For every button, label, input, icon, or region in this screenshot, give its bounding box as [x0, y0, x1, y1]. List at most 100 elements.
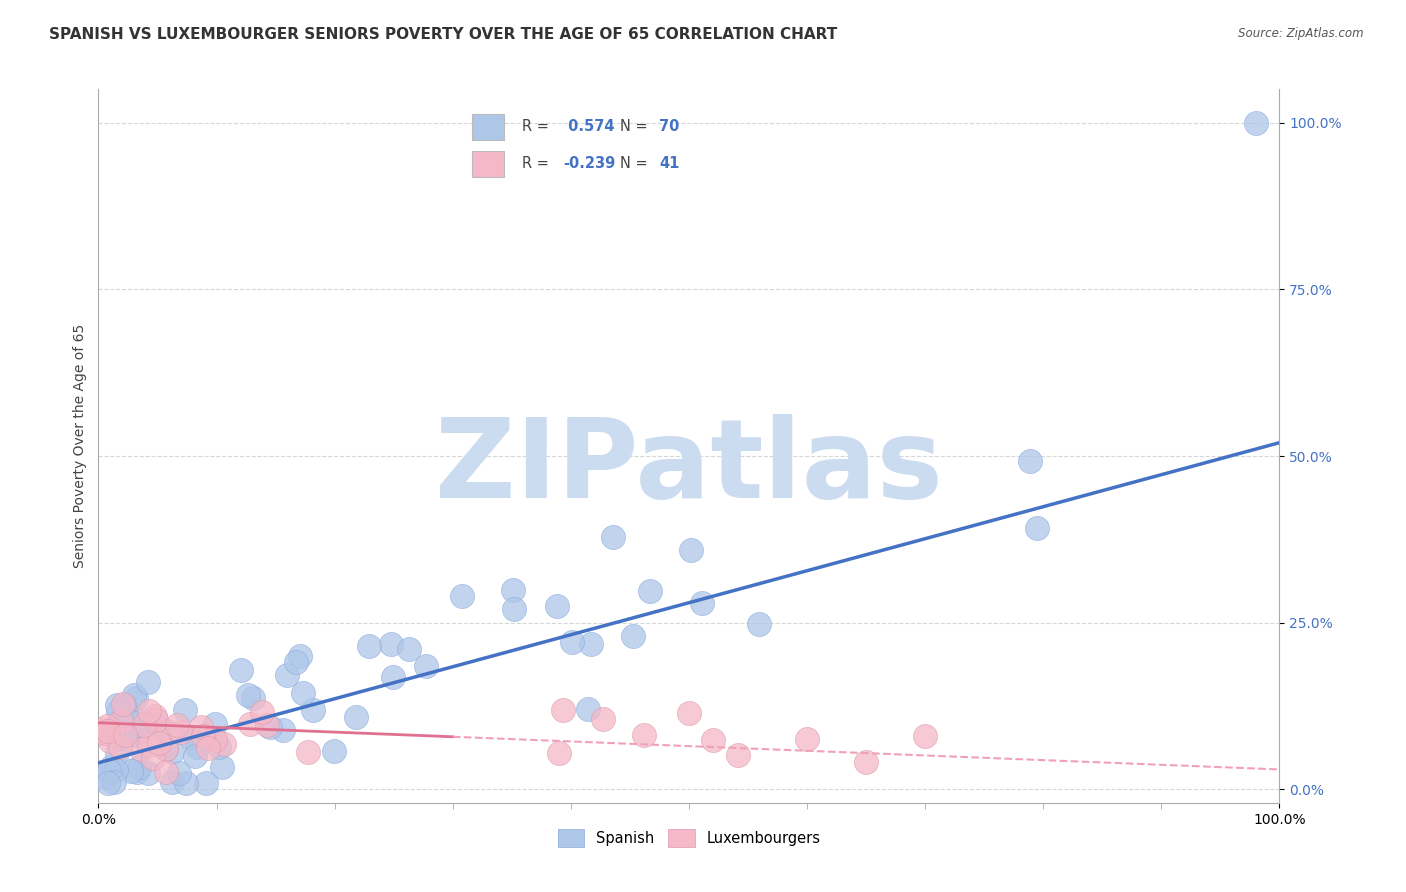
Point	[748, 617, 770, 632]
Point	[592, 713, 614, 727]
Point	[101, 759, 124, 773]
Point	[250, 706, 273, 720]
Point	[173, 703, 195, 717]
Text: SPANISH VS LUXEMBOURGER SENIORS POVERTY OVER THE AGE OF 65 CORRELATION CHART: SPANISH VS LUXEMBOURGER SENIORS POVERTY …	[49, 27, 838, 42]
Point	[302, 702, 325, 716]
Point	[120, 764, 142, 778]
Point	[561, 634, 583, 648]
Point	[914, 729, 936, 743]
Point	[111, 697, 134, 711]
Point	[134, 718, 156, 732]
Point	[640, 583, 662, 598]
Point	[211, 760, 233, 774]
Point	[108, 731, 131, 745]
Legend: Spanish, Luxembourgers: Spanish, Luxembourgers	[551, 823, 827, 853]
Point	[125, 728, 148, 742]
Point	[702, 732, 724, 747]
Point	[231, 663, 253, 677]
Point	[105, 764, 128, 778]
Point	[276, 668, 298, 682]
Point	[195, 776, 218, 790]
Point	[128, 760, 150, 774]
Point	[727, 747, 749, 762]
Point	[184, 748, 207, 763]
Text: ZIPatlas: ZIPatlas	[434, 414, 943, 521]
Point	[143, 708, 166, 723]
Point	[502, 582, 524, 597]
Point	[415, 659, 437, 673]
Point	[94, 770, 117, 784]
Point	[148, 736, 170, 750]
Point	[204, 716, 226, 731]
Point	[357, 640, 380, 654]
Point	[546, 599, 568, 613]
Y-axis label: Seniors Poverty Over the Age of 65: Seniors Poverty Over the Age of 65	[73, 324, 87, 568]
Point	[548, 746, 571, 760]
Point	[125, 764, 148, 779]
Point	[259, 720, 281, 734]
Text: Source: ZipAtlas.com: Source: ZipAtlas.com	[1239, 27, 1364, 40]
Point	[98, 734, 121, 748]
Point	[110, 739, 132, 754]
Point	[176, 776, 198, 790]
Point	[136, 765, 159, 780]
Point	[122, 689, 145, 703]
Point	[160, 745, 183, 759]
Point	[91, 723, 114, 738]
Point	[167, 765, 190, 780]
Point	[239, 716, 262, 731]
Point	[179, 731, 201, 745]
Point	[166, 718, 188, 732]
Point	[142, 751, 165, 765]
Point	[155, 764, 177, 779]
Point	[155, 742, 177, 756]
Point	[256, 718, 278, 732]
Point	[204, 733, 226, 747]
Point	[503, 602, 526, 616]
Point	[284, 655, 307, 669]
Point	[551, 703, 574, 717]
Point	[148, 719, 170, 733]
Point	[112, 698, 135, 712]
Point	[122, 715, 145, 730]
Point	[1018, 454, 1040, 468]
Point	[602, 530, 624, 544]
Point	[855, 755, 877, 769]
Point	[156, 724, 179, 739]
Point	[236, 688, 259, 702]
Point	[93, 725, 115, 739]
Point	[114, 728, 136, 742]
Point	[97, 764, 120, 778]
Point	[1026, 520, 1049, 534]
Point	[623, 629, 645, 643]
Point	[190, 720, 212, 734]
Point	[382, 670, 405, 684]
Point	[97, 723, 120, 738]
Point	[138, 704, 160, 718]
Point	[105, 698, 128, 712]
Point	[107, 704, 129, 718]
Point	[242, 691, 264, 706]
Point	[160, 775, 183, 789]
Point	[138, 739, 160, 753]
Point	[451, 589, 474, 603]
Point	[145, 713, 167, 727]
Point	[322, 744, 344, 758]
Point	[679, 543, 702, 558]
Point	[125, 724, 148, 739]
Point	[103, 775, 125, 789]
Point	[97, 776, 120, 790]
Point	[579, 637, 602, 651]
Point	[105, 746, 128, 760]
Point	[186, 739, 208, 754]
Point	[197, 741, 219, 756]
Point	[212, 737, 235, 751]
Point	[1244, 115, 1267, 129]
Point	[136, 675, 159, 690]
Point	[208, 739, 231, 754]
Point	[398, 641, 420, 656]
Point	[96, 719, 118, 733]
Point	[297, 745, 319, 759]
Point	[291, 686, 314, 700]
Point	[290, 649, 312, 664]
